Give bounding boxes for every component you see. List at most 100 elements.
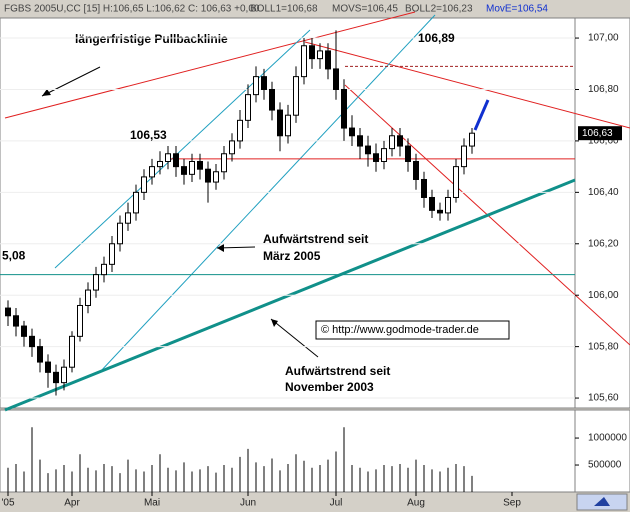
candle-body [277,109,283,137]
channel-line [99,14,436,373]
arrow [41,66,101,97]
candle-body [157,160,163,168]
candle-body [149,166,155,178]
candle-body [261,76,267,90]
candle-body [285,114,291,137]
candle-body [13,315,19,327]
x-tick-label: '05 [1,498,14,509]
x-tick-label: Mai [144,498,160,509]
annotation: längerfristige Pullbacklinie [75,32,228,46]
candle-body [45,361,51,373]
candle-body [453,166,459,198]
arrow [270,318,319,358]
candle-body [85,289,91,306]
candle-body [373,153,379,162]
pullback-line [4,11,416,119]
x-tick-label: Sep [503,498,521,509]
candle-body [21,325,27,337]
candle-body [117,222,123,245]
channel-line [54,29,311,269]
candle-body [429,196,435,211]
copyright: © http://www.godmode-trader.de [321,324,479,336]
candle-body [205,168,211,183]
candle-body [365,145,371,155]
candle-body [69,335,75,368]
header: MovE=106,54 [486,4,548,15]
y-tick-label: 106,20 [588,238,619,249]
candle-body [77,304,83,337]
arrow-blue [473,99,490,131]
candle-body [469,132,475,147]
y-tick-label: 106,40 [588,187,619,198]
candle-body [37,346,43,363]
candle-body [397,135,403,147]
candle-body [5,307,11,317]
corner-glyph [594,497,610,506]
candle-body [173,153,179,168]
candle-body [165,153,171,162]
candle-body [381,148,387,162]
last-price-box [578,126,622,141]
candle-body [349,127,355,137]
candle-body [133,191,139,214]
candle-body [325,50,331,70]
annotation: Aufwärtstrend seit [263,232,368,246]
level-label: 5,08 [2,248,26,262]
candle-body [141,176,147,193]
header: FGBS 2005U,CC [15] H:106,65 L:106,62 C: … [4,4,260,15]
candle-body [197,160,203,170]
y-tick-label: 105,60 [588,393,619,404]
header: BOLL2=106,23 [405,4,473,15]
candle-body [301,45,307,78]
level-label: 106,53 [130,128,167,142]
candle-body [421,178,427,198]
annotation: Aufwärtstrend seit [285,364,390,378]
y-tick-label: 106,60 [588,136,619,147]
candle-body [229,140,235,155]
candle-body [213,171,219,183]
header: BOLL1=106,68 [250,4,318,15]
candle-body [357,135,363,147]
x-tick-label: Aug [407,498,425,509]
candle-body [245,94,251,121]
candle-body [125,212,131,224]
candle-body [61,366,67,384]
header: MOVS=106,45 [332,4,398,15]
candle-body [93,274,99,291]
candle-body [29,335,35,348]
candle-body [389,135,395,150]
candle-body [109,243,115,265]
price-axis [574,17,630,409]
y-tick-label: 106,00 [588,290,619,301]
price-panel [0,17,576,409]
x-tick-label: Apr [64,498,80,509]
candle-body [341,88,347,129]
x-tick-label: Jul [330,498,343,509]
y-tick-label: 107,00 [588,33,619,44]
y2-tick-label: 1000000 [588,433,627,444]
annotation: November 2003 [285,380,374,394]
candle-body [405,145,411,162]
candle-body [253,76,259,96]
candle-body [333,68,339,90]
candle-body [237,119,243,142]
annotation: März 2005 [263,249,321,263]
candle-body [445,196,451,214]
y-tick-label: 105,80 [588,341,619,352]
candle-body [309,45,315,60]
volume-axis [574,409,630,493]
candle-body [293,76,299,116]
candle-body [269,88,275,111]
candle-body [221,153,227,173]
candle-body [189,160,195,175]
candle-body [461,145,467,168]
x-tick-label: Jun [240,498,256,509]
last-price: 106,63 [582,128,613,139]
y-tick-label: 106,80 [588,84,619,95]
candle-body [437,209,443,214]
copyright-box [315,320,510,340]
y2-tick-label: 500000 [588,460,622,471]
level-label: 106,89 [418,31,455,45]
candle-body [101,263,107,276]
